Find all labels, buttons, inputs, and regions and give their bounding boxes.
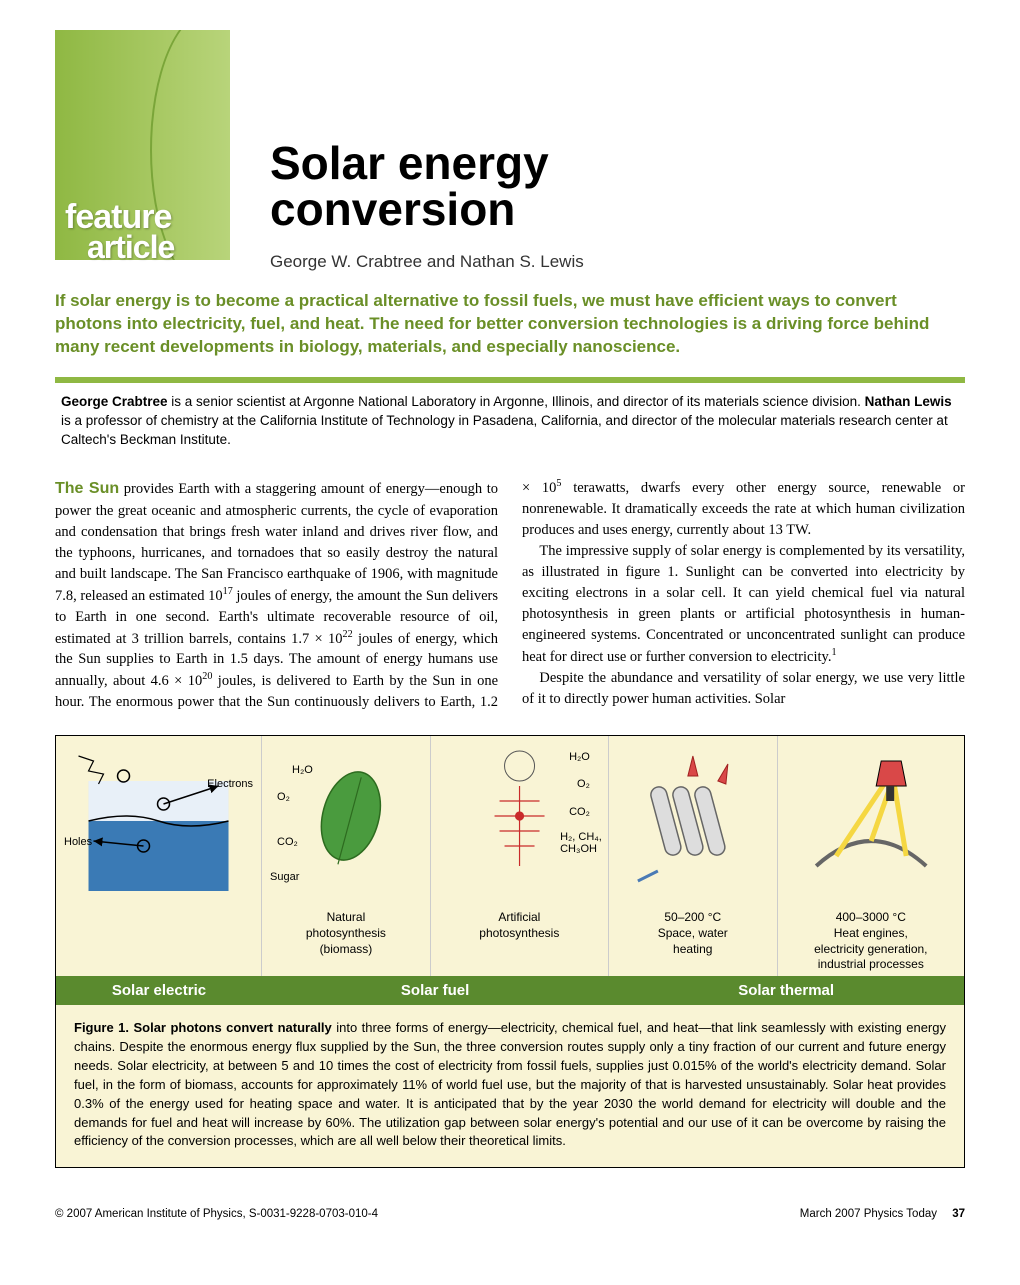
author-bio-box: George Crabtree is a senior scientist at… <box>55 377 965 460</box>
label-electrons: Electrons <box>207 778 253 790</box>
issue: March 2007 Physics Today <box>800 1208 937 1220</box>
heating-svg <box>609 736 777 906</box>
article-header: feature article Solar energy conversion … <box>55 30 965 270</box>
nat-o2: O₂ <box>277 791 290 803</box>
panel-artificial-photo: H₂O O₂ CO₂ H₂, CH₄, CH₃OH Artificial pho… <box>431 736 609 976</box>
bio-text-1: is a senior scientist at Argonne Nationa… <box>168 394 865 409</box>
page-number: 37 <box>952 1208 965 1220</box>
label-holes: Holes <box>64 836 92 848</box>
bio-text-2: is a professor of chemistry at the Calif… <box>61 413 948 447</box>
nat-sugar: Sugar <box>270 871 299 883</box>
diagram-leaf: H₂O O₂ CO₂ Sugar <box>262 736 430 906</box>
art-o2: O₂ <box>577 778 590 790</box>
panel-label-natural: Natural photosynthesis (biomass) <box>262 906 430 961</box>
article-title: Solar energy conversion <box>270 140 549 232</box>
body-columns: The Sun provides Earth with a staggering… <box>55 477 965 713</box>
panel-solar-electric: Holes Electrons <box>56 736 262 976</box>
panel-natural-photo: H₂O O₂ CO₂ Sugar Natural photosynthesis … <box>262 736 431 976</box>
standfirst: If solar energy is to become a practical… <box>55 290 965 359</box>
panel-heating: 50–200 °C Space, water heating <box>609 736 778 976</box>
copyright: © 2007 American Institute of Physics, S-… <box>55 1208 378 1220</box>
nat-h2o: H₂O <box>292 764 313 776</box>
footer-right: March 2007 Physics Today 37 <box>800 1208 965 1220</box>
panel-engines: 400–3000 °C Heat engines, electricity ge… <box>778 736 964 976</box>
band-fuel: Solar fuel <box>262 976 608 1005</box>
art-fuel: H₂, CH₄, CH₃OH <box>560 831 602 855</box>
figure-band: Solar electric Solar fuel Solar thermal <box>56 976 964 1005</box>
article-authors: George W. Crabtree and Nathan S. Lewis <box>270 252 584 272</box>
solar-cell-svg <box>56 736 261 906</box>
figure-panels-row: Holes Electrons H₂O O₂ CO₂ Sugar Natural… <box>56 736 964 976</box>
art-co2: CO₂ <box>569 806 590 818</box>
diagram-engines <box>778 736 964 906</box>
caption-bold: Figure 1. Solar photons convert naturall… <box>74 1020 332 1035</box>
nat-co2: CO₂ <box>277 836 298 848</box>
page-footer: © 2007 American Institute of Physics, S-… <box>55 1208 965 1220</box>
panel-label-heating: 50–200 °C Space, water heating <box>609 906 777 961</box>
badge-bottom-text: article <box>87 229 174 266</box>
panel-label-electric <box>56 906 261 930</box>
diagram-artificial: H₂O O₂ CO₂ H₂, CH₄, CH₃OH <box>431 736 608 906</box>
engines-svg <box>778 736 964 906</box>
art-h2o: H₂O <box>569 751 590 763</box>
band-thermal: Solar thermal <box>608 976 964 1005</box>
panel-label-artificial: Artificial photosynthesis <box>431 906 608 945</box>
feature-badge: feature article <box>65 198 174 266</box>
caption-text: into three forms of energy—electricity, … <box>74 1020 946 1148</box>
diagram-heating <box>609 736 777 906</box>
bio-name-1: George Crabtree <box>61 394 168 409</box>
bio-name-2: Nathan Lewis <box>865 394 952 409</box>
panel-label-engines: 400–3000 °C Heat engines, electricity ge… <box>778 906 964 976</box>
diagram-solar-cell: Holes Electrons <box>56 736 261 906</box>
body-p3: Despite the abundance and versatility of… <box>522 668 965 710</box>
figure-caption: Figure 1. Solar photons convert naturall… <box>56 1005 964 1167</box>
figure-1: Holes Electrons H₂O O₂ CO₂ Sugar Natural… <box>55 735 965 1168</box>
lead-in: The Sun <box>55 480 119 497</box>
body-p2: The impressive supply of solar energy is… <box>522 541 965 668</box>
band-electric: Solar electric <box>56 976 262 1005</box>
